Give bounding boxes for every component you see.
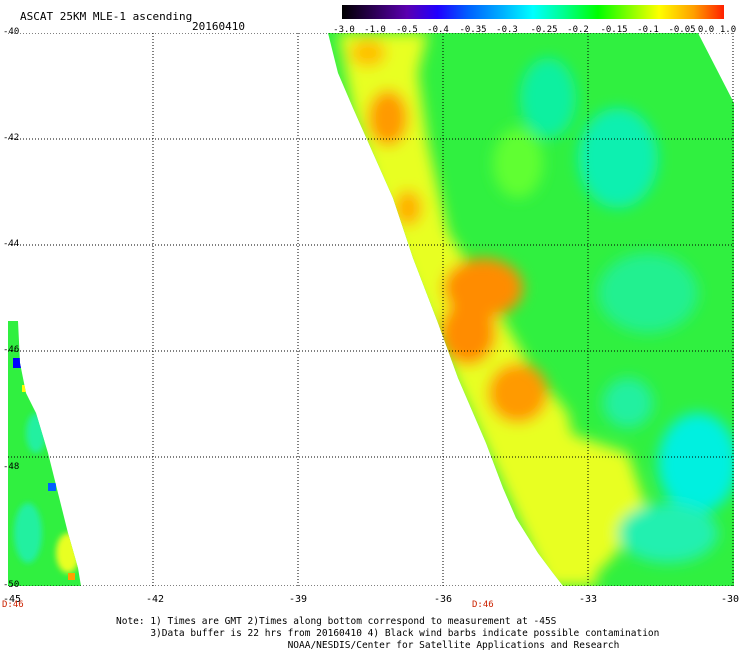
color-scale-label: -0.15: [600, 25, 628, 35]
latitude-label: -42: [3, 133, 20, 143]
high-value-spot: [22, 385, 29, 392]
high-value-spot: [68, 573, 75, 580]
color-scale-label: -0.1: [637, 25, 659, 35]
longitude-label: -33: [578, 594, 598, 605]
color-scale-label: -0.35: [459, 25, 487, 35]
longitude-label: -45: [2, 594, 22, 605]
latitude-label: -46: [3, 345, 20, 355]
color-scale-bar: [342, 5, 724, 19]
longitude-label: -36: [433, 594, 453, 605]
color-scale-label: 0.0: [697, 25, 715, 35]
color-scale-label: 1.0: [719, 25, 737, 35]
footnote: Note: 1) Times are GMT 2)Times along bot…: [116, 616, 659, 652]
low-value-spot: [13, 358, 21, 368]
longitude-label: -30: [720, 594, 740, 605]
latitude-label: -40: [3, 27, 20, 37]
low-value-spot: [48, 483, 56, 491]
graticule: [8, 33, 734, 586]
map-date: 20160410: [192, 20, 245, 33]
data-map: [8, 33, 734, 586]
longitude-label: -42: [145, 594, 165, 605]
color-scale-label: -3.0: [333, 25, 355, 35]
footnote-line: Note: 1) Times are GMT 2)Times along bot…: [116, 616, 557, 627]
color-scale-label: -0.5: [396, 25, 418, 35]
latitude-label: -44: [3, 239, 20, 249]
time-mark: D:46: [472, 600, 494, 610]
footnote-line: NOAA/NESDIS/Center for Satellite Applica…: [116, 640, 620, 651]
time-mark: D:46: [2, 600, 24, 610]
color-scale-label: -0.05: [668, 25, 696, 35]
latitude-label: -48: [3, 462, 20, 472]
color-scale-label: -0.3: [496, 25, 518, 35]
color-scale-label: -1.0: [364, 25, 386, 35]
color-scale-labels: -3.0 -1.0 -0.5 -0.4 -0.35 -0.3 -0.25 -0.…: [330, 25, 740, 37]
color-scale-label: -0.4: [427, 25, 449, 35]
footnote-line: 3)Data buffer is 22 hrs from 20160410 4)…: [116, 628, 660, 639]
longitude-label: -39: [288, 594, 308, 605]
color-scale-label: -0.25: [530, 25, 558, 35]
latitude-label: -50: [3, 580, 20, 590]
ascending-swath-main: [328, 33, 734, 586]
color-scale-label: -0.2: [567, 25, 589, 35]
ascending-swath-edge: [8, 321, 81, 586]
map-title: ASCAT 25KM MLE-1 ascending: [20, 10, 193, 23]
